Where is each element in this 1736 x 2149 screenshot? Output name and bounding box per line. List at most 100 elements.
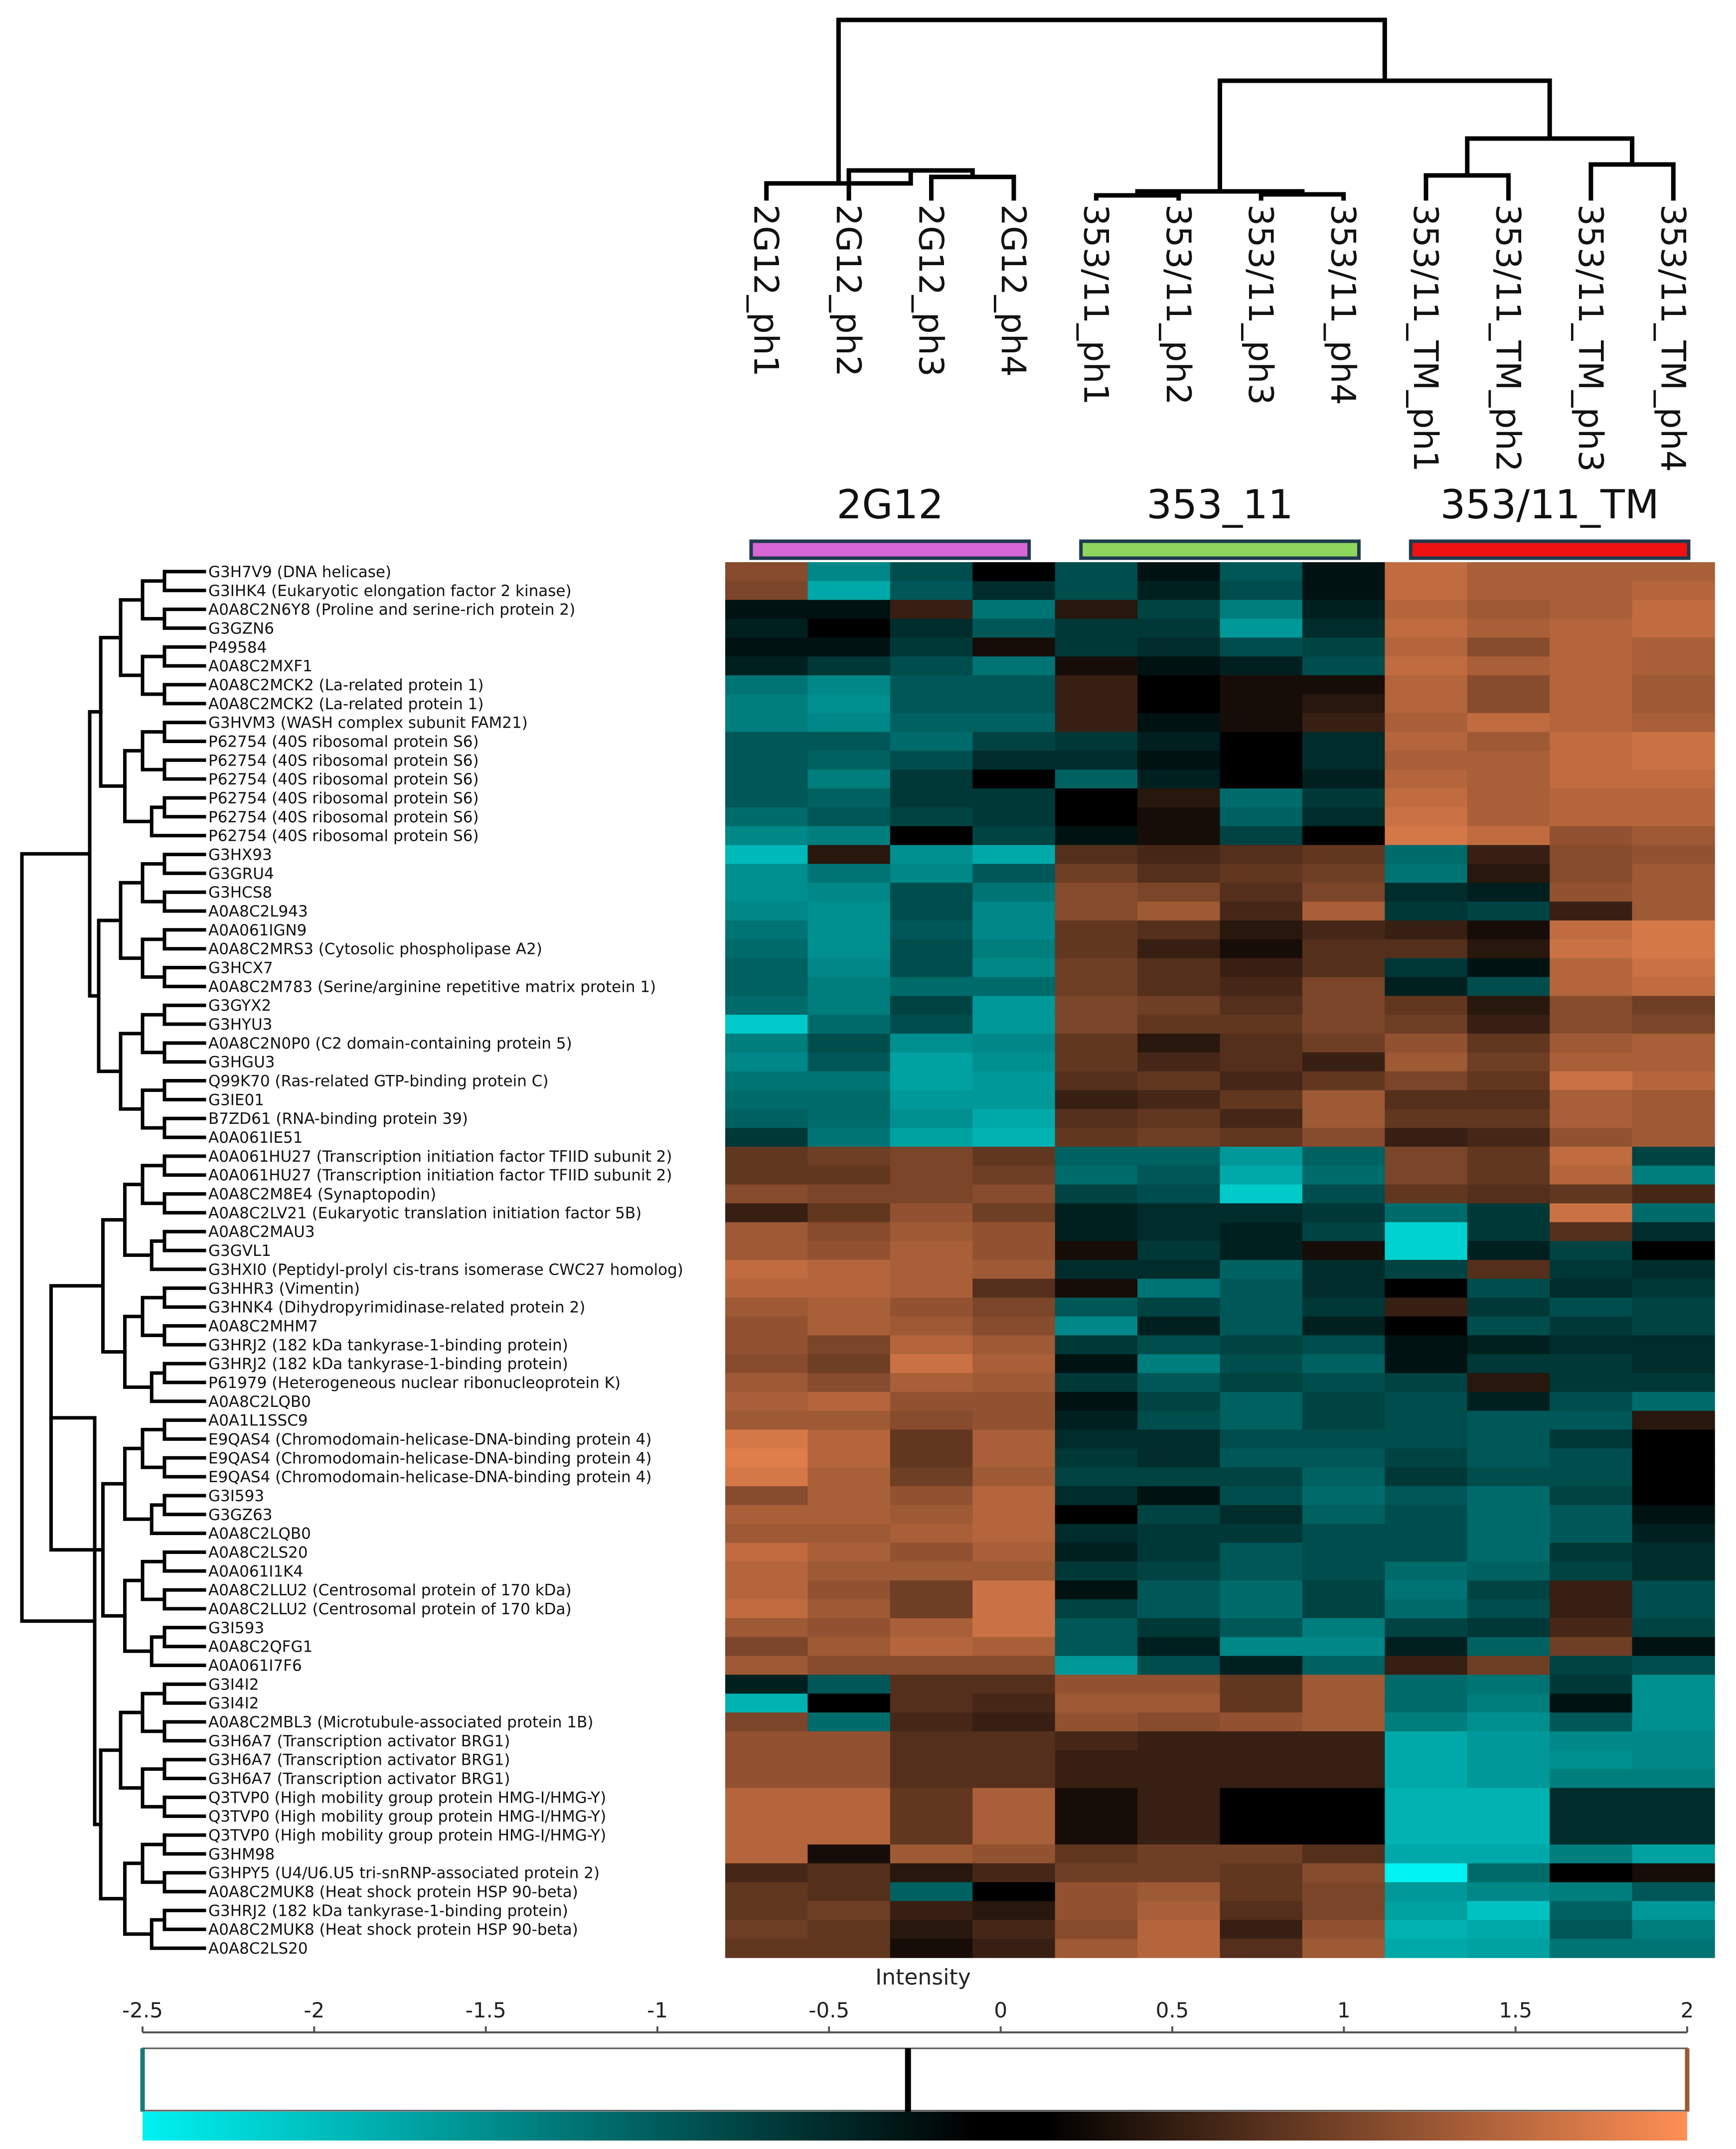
heatmap-cell [1137,939,1221,959]
heatmap-cell [1302,1128,1386,1147]
heatmap-cell [1220,1184,1303,1204]
heatmap-cell [1220,864,1303,884]
heatmap-cell [725,1731,808,1751]
heatmap-cell [1385,826,1468,846]
heatmap-cell [890,1146,973,1166]
heatmap-cell [1385,1807,1468,1826]
heatmap-cell [1055,1769,1138,1789]
heatmap-cell [1055,1165,1138,1185]
heatmap-cell [972,1693,1056,1713]
heatmap-cell [1385,1693,1468,1713]
heatmap-cell [1632,902,1715,921]
heatmap-cell [1550,1750,1633,1770]
heatmap-cell [725,1844,808,1864]
heatmap-cell [1302,1109,1386,1128]
heatmap-cell [807,1354,891,1374]
heatmap-cell [1302,1901,1386,1921]
heatmap-cell [1137,1165,1221,1185]
heatmap-cell [725,1335,808,1355]
colorbar-tick-label: 1.5 [1499,1998,1532,2022]
heatmap-cell [1055,1128,1138,1147]
heatmap-cell [1220,1750,1303,1770]
heatmap-cell [972,1656,1056,1676]
heatmap-cell [1220,826,1303,846]
heatmap-cell [807,1373,891,1392]
heatmap-cell [807,1033,891,1053]
heatmap-cell [972,1826,1056,1845]
heatmap-cell [807,902,891,921]
heatmap-cell [890,1561,973,1581]
heatmap-cell [1632,1788,1715,1808]
heatmap-cell [1467,1260,1550,1279]
row-label: A0A8C2N6Y8 (Proline and serine-rich prot… [208,601,575,619]
heatmap-cell [890,1222,973,1241]
heatmap-cell [807,732,891,752]
heatmap-cell [890,1920,973,1939]
heatmap-cell [1550,1505,1633,1525]
heatmap-cell [890,1316,973,1336]
heatmap-cell [1055,1561,1138,1581]
heatmap-cell [725,1467,808,1487]
sample-label: 2G12_ph1 [746,204,786,377]
heatmap-cell [1632,1731,1715,1751]
dendrogram-link [836,17,1387,186]
row-label: A0A8C2M783 (Serine/arginine repetitive m… [208,978,656,996]
heatmap-cell [725,1128,808,1147]
heatmap-cell [1632,1184,1715,1204]
heatmap-cell [890,694,973,714]
heatmap-cell [1385,1580,1468,1600]
heatmap-cell [1302,883,1386,902]
row-label: G3HRJ2 (182 kDa tankyrase-1-binding prot… [208,1355,568,1373]
heatmap-cell [807,1561,891,1581]
heatmap-cell [725,769,808,789]
heatmap-cell [1632,637,1715,657]
heatmap-cell [1632,826,1715,846]
heatmap-cell [725,1675,808,1694]
heatmap-cell [1385,1467,1468,1487]
heatmap-cell [1550,1052,1633,1072]
row-label: B7ZD61 (RNA-binding protein 39) [208,1110,468,1128]
dendrogram-link [162,1192,206,1215]
dendrogram-link [20,852,97,1623]
heatmap-cell [1137,1335,1221,1355]
heatmap-cell [807,977,891,997]
dendrogram-link [123,1446,154,1521]
heatmap-cell [890,1052,973,1072]
heatmap-cell [1055,1033,1138,1053]
row-label: A0A8C2MUK8 (Heat shock protein HSP 90-be… [208,1921,578,1939]
heatmap-cell [1055,807,1138,827]
heatmap-cell [1550,1712,1633,1732]
heatmap-cell [1385,1109,1468,1128]
heatmap-cell [972,902,1056,921]
heatmap-cell [1550,618,1633,638]
heatmap-cell [972,1712,1056,1732]
heatmap-cell [1055,1429,1138,1449]
heatmap-cell [1137,977,1221,997]
heatmap-cell [1302,1354,1386,1374]
heatmap-cell [1550,788,1633,808]
dendrogram-link [150,1371,206,1403]
heatmap-cell [1385,1675,1468,1694]
heatmap-cell [725,1863,808,1883]
heatmap-cell [1550,977,1633,997]
heatmap-cell [1385,618,1468,638]
heatmap-cell [890,1542,973,1562]
dendrogram-link [929,174,1016,201]
row-label: A0A8C2LV21 (Eukaryotic translation initi… [208,1204,641,1222]
heatmap-cell [1137,1656,1221,1676]
heatmap-cell [1137,1354,1221,1374]
heatmap-cell [807,1316,891,1336]
heatmap-cell [1302,1882,1386,1902]
heatmap-cell [1055,732,1138,752]
heatmap-cell [1385,1618,1468,1638]
heatmap-cell [807,1712,891,1732]
heatmap-cell [1467,1278,1550,1298]
heatmap-cell [890,1844,973,1864]
heatmap-cell [1550,600,1633,619]
heatmap-cell [1385,1335,1468,1355]
heatmap-cell [890,1278,973,1298]
heatmap-cell [1220,1241,1303,1260]
heatmap-cell [1220,1090,1303,1110]
heatmap-cell [1137,883,1221,902]
heatmap-cell [1467,1146,1550,1166]
